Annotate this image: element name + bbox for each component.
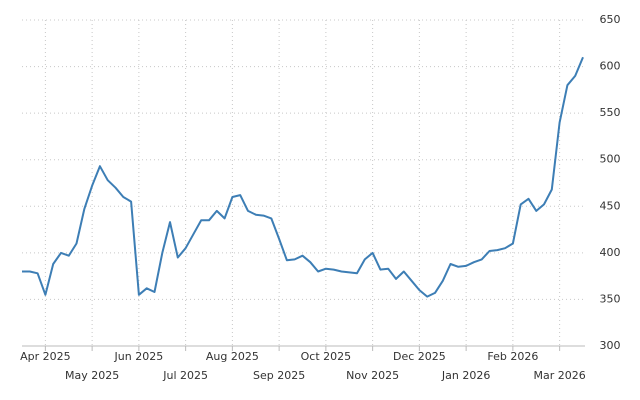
y-tick-label: 600 bbox=[600, 60, 621, 73]
x-tick-label: Jun 2025 bbox=[114, 350, 164, 363]
x-tick-label: Jan 2026 bbox=[441, 369, 490, 382]
x-tick-label: May 2025 bbox=[65, 369, 119, 382]
x-tick-label: Apr 2025 bbox=[20, 350, 71, 363]
line-series bbox=[22, 56, 584, 298]
x-tick-label: Nov 2025 bbox=[346, 369, 399, 382]
x-tick-label: Dec 2025 bbox=[393, 350, 446, 363]
x-tick-label: Oct 2025 bbox=[301, 350, 352, 363]
x-tick-label: Sep 2025 bbox=[253, 369, 305, 382]
y-tick-label: 500 bbox=[600, 153, 621, 166]
y-tick-label: 550 bbox=[600, 106, 621, 119]
x-tick-label: Mar 2026 bbox=[534, 369, 586, 382]
y-tick-label: 350 bbox=[600, 292, 621, 305]
x-tick-label: Jul 2025 bbox=[162, 369, 208, 382]
y-tick-label: 650 bbox=[600, 13, 621, 26]
y-tick-label: 300 bbox=[600, 339, 621, 352]
x-tick-label: Feb 2026 bbox=[487, 350, 538, 363]
y-tick-label: 450 bbox=[600, 199, 621, 212]
x-tick-label: Aug 2025 bbox=[206, 350, 259, 363]
y-tick-label: 400 bbox=[600, 246, 621, 259]
